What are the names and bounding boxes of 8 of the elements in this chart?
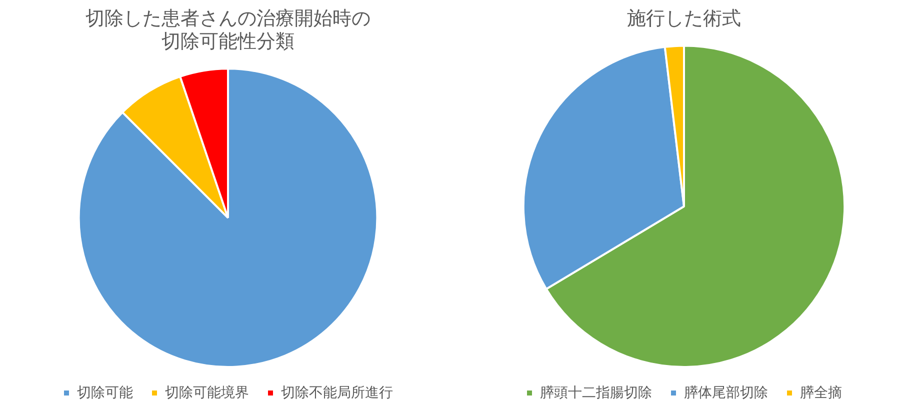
legend-label: 切除可能境界	[165, 384, 249, 400]
legend-label: 膵全摘	[800, 384, 842, 400]
chart-title: 施行した術式	[627, 8, 741, 30]
legend-label: 切除可能	[77, 384, 133, 400]
legend-label: 切除不能局所進行	[281, 384, 393, 400]
chart-title: 切除した患者さんの治療開始時の切除可能性分類	[86, 8, 370, 52]
legend-label: 膵体尾部切除	[684, 384, 768, 400]
legend-label: 膵頭十二指腸切除	[540, 384, 652, 400]
